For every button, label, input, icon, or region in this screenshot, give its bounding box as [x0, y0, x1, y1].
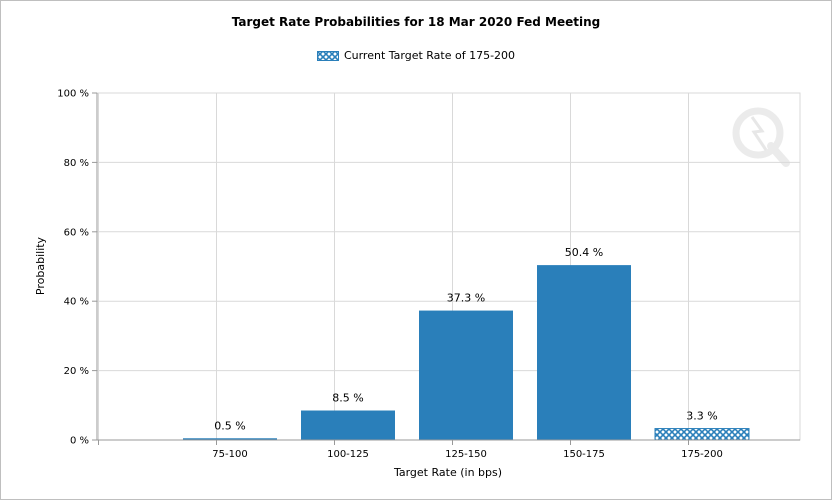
watermark-logo	[732, 107, 790, 167]
bars	[183, 265, 750, 441]
x-tick-label: 100-125	[327, 449, 369, 460]
bar[interactable]	[301, 410, 395, 440]
bar[interactable]	[419, 310, 513, 440]
bar[interactable]	[183, 438, 277, 440]
y-tick-label: 80 %	[64, 158, 89, 169]
bar-value-label: 37.3 %	[447, 292, 485, 305]
y-tick-label: 20 %	[64, 366, 89, 377]
bar-highlighted[interactable]	[654, 428, 750, 441]
chart-title: Target Rate Probabilities for 18 Mar 202…	[231, 15, 601, 29]
x-tick-label: 175-200	[681, 449, 723, 460]
legend-swatch-hatched	[316, 50, 339, 61]
y-tick-label: 60 %	[64, 227, 89, 238]
bar-value-label: 50.4 %	[565, 246, 603, 259]
x-axis-label: Target Rate (in bps)	[393, 466, 502, 479]
x-tick-label: 150-175	[563, 449, 605, 460]
bar-value-label: 3.3 %	[686, 410, 717, 423]
y-tick-label: 100 %	[57, 89, 89, 100]
y-axis-label: Probability	[34, 236, 47, 295]
x-tick-label: 75-100	[212, 449, 247, 460]
bar[interactable]	[537, 265, 631, 440]
y-tick-label: 40 %	[64, 297, 89, 308]
chart-legend[interactable]: Current Target Rate of 175-200	[0, 49, 832, 62]
y-tick-label: 0 %	[70, 436, 89, 447]
bar-value-label: 8.5 %	[332, 392, 363, 405]
x-tick-label: 125-150	[445, 449, 487, 460]
legend-entry-current-target: Current Target Rate of 175-200	[343, 49, 516, 62]
axes	[92, 92, 800, 445]
tick-labels: 0 % 20 % 40 % 60 % 80 % 100 % 0.5 % 75-100 8.5 %…	[57, 89, 723, 461]
bar-value-label: 0.5 %	[214, 419, 245, 432]
